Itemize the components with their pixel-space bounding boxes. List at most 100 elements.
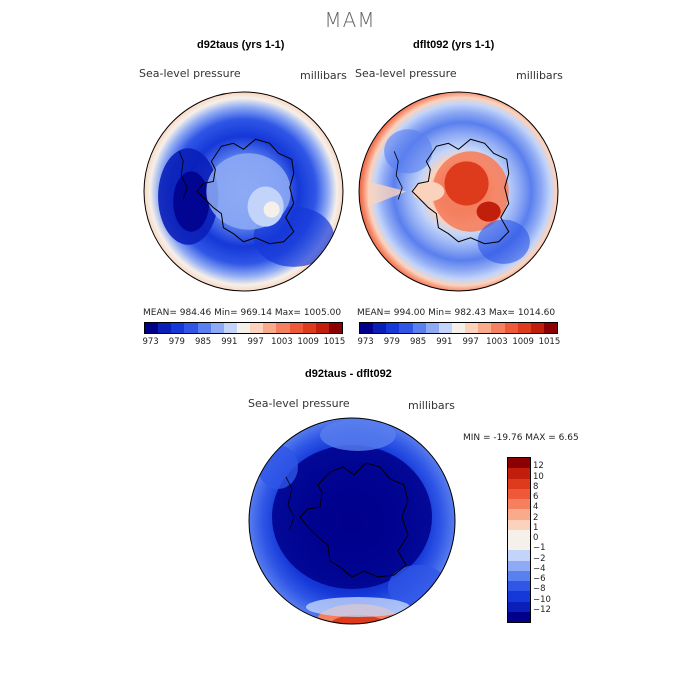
diff-colorbar xyxy=(507,457,531,623)
left-units-label: millibars xyxy=(300,69,347,82)
colorbar-tick-label: 979 xyxy=(383,337,400,347)
colorbar-tick-label: 985 xyxy=(194,337,212,347)
colorbar-tick-label: 1003 xyxy=(271,337,293,347)
right-polar-map xyxy=(358,91,559,292)
season-title: MAM xyxy=(324,8,376,32)
colorbar-swatch xyxy=(508,499,530,510)
colorbar-swatch xyxy=(491,323,505,333)
diff-field-label: Sea-level pressure xyxy=(248,397,350,410)
left-colorbar xyxy=(144,322,343,334)
colorbar-tick-label: 1009 xyxy=(512,337,534,347)
right-south-america-coastline xyxy=(393,151,403,200)
colorbar-swatch xyxy=(328,323,343,333)
colorbar-swatch xyxy=(223,323,237,333)
colorbar-tick-label: 1015 xyxy=(538,337,561,347)
colorbar-swatch xyxy=(504,323,518,333)
diff-central-negative xyxy=(272,445,432,589)
colorbar-swatch xyxy=(315,323,329,333)
colorbar-swatch xyxy=(236,323,251,333)
colorbar-swatch xyxy=(508,488,530,499)
colorbar-tick-label: 985 xyxy=(409,337,427,347)
left-low-pressure-core xyxy=(173,171,210,232)
colorbar-tick-label: 973 xyxy=(142,337,159,347)
colorbar-swatch xyxy=(399,323,413,333)
colorbar-swatch xyxy=(451,323,466,333)
colorbar-tick-label: −2 xyxy=(533,553,546,564)
colorbar-swatch xyxy=(360,323,374,333)
right-low-pressure-east xyxy=(477,219,530,264)
colorbar-swatch xyxy=(438,323,452,333)
colorbar-tick-label: −1 xyxy=(533,543,546,554)
colorbar-tick-label: 997 xyxy=(247,337,264,347)
colorbar-swatch xyxy=(210,323,224,333)
right-map-title: dflt092 (yrs 1-1) xyxy=(413,39,495,51)
right-map-border xyxy=(358,91,559,292)
diff-colorbar-ticks: 12 10 8 6 4 2 1 0 −1 −2 −4 −6 −8 −10 −12 xyxy=(533,457,573,621)
colorbar-tick-label: 2 xyxy=(533,512,539,523)
colorbar-tick-label: 997 xyxy=(462,337,479,347)
left-antarctic-high-peak xyxy=(263,201,280,218)
colorbar-swatch xyxy=(508,581,530,592)
left-map-border xyxy=(143,91,344,292)
colorbar-tick-label: 0 xyxy=(533,533,539,543)
colorbar-swatch xyxy=(508,540,530,551)
colorbar-swatch xyxy=(508,509,530,520)
colorbar-swatch xyxy=(184,323,198,333)
right-colorbar xyxy=(359,322,558,334)
left-antarctica-coastline xyxy=(196,138,295,245)
diff-south-america-coastline xyxy=(285,476,295,530)
colorbar-tick-label: −10 xyxy=(533,594,551,605)
diff-north-anomaly xyxy=(320,419,396,451)
diff-map-stats: MIN = -19.76 MAX = 6.65 xyxy=(463,433,579,443)
colorbar-tick-label: 1 xyxy=(533,522,539,533)
left-polar-map xyxy=(143,91,344,292)
left-map-stats: MEAN= 984.46 Min= 969.14 Max= 1005.00 xyxy=(143,308,342,318)
right-low-pressure-north xyxy=(384,129,433,174)
colorbar-swatch xyxy=(508,550,530,561)
colorbar-swatch xyxy=(530,323,544,333)
colorbar-swatch xyxy=(508,591,530,602)
colorbar-tick-label: 12 xyxy=(533,461,544,472)
right-field-label: Sea-level pressure xyxy=(355,67,457,80)
colorbar-swatch xyxy=(289,323,303,333)
right-antarctic-high-east xyxy=(476,201,501,222)
right-map-stats: MEAN= 994.00 Min= 982.43 Max= 1014.60 xyxy=(357,308,556,318)
colorbar-swatch xyxy=(508,560,530,571)
colorbar-tick-label: −8 xyxy=(533,584,546,595)
colorbar-tick-label: 4 xyxy=(533,502,539,513)
colorbar-tick-label: 8 xyxy=(533,481,539,492)
colorbar-tick-label: −6 xyxy=(533,574,546,584)
colorbar-swatch xyxy=(145,323,159,333)
diff-map-border xyxy=(248,417,456,625)
colorbar-swatch xyxy=(373,323,387,333)
colorbar-tick-label: 1003 xyxy=(486,337,508,347)
colorbar-swatch xyxy=(508,519,530,530)
colorbar-swatch xyxy=(425,323,439,333)
colorbar-swatch xyxy=(412,323,426,333)
diff-polar-map xyxy=(248,417,456,625)
colorbar-tick-label: 1009 xyxy=(297,337,319,347)
diff-units-label: millibars xyxy=(408,399,455,412)
colorbar-tick-label: 991 xyxy=(436,337,453,347)
colorbar-tick-label: 1015 xyxy=(323,337,346,347)
colorbar-tick-label: 973 xyxy=(357,337,374,347)
colorbar-swatch xyxy=(508,478,530,489)
colorbar-swatch xyxy=(508,458,530,469)
right-antarctic-high-core xyxy=(444,161,489,206)
colorbar-swatch xyxy=(465,323,479,333)
right-west-ridge xyxy=(368,181,407,207)
left-south-america-coastline xyxy=(178,151,188,200)
colorbar-swatch xyxy=(171,323,185,333)
colorbar-tick-label: −4 xyxy=(533,563,546,574)
right-antarctica-coastline xyxy=(411,138,510,245)
colorbar-tick-label: 10 xyxy=(533,471,544,482)
diff-antarctica-coastline xyxy=(299,462,409,578)
right-ross-ridge xyxy=(412,181,445,202)
colorbar-swatch xyxy=(276,323,290,333)
left-field-label: Sea-level pressure xyxy=(139,67,241,80)
colorbar-swatch xyxy=(263,323,277,333)
colorbar-swatch xyxy=(386,323,400,333)
colorbar-swatch xyxy=(508,529,530,540)
colorbar-swatch xyxy=(302,323,316,333)
colorbar-tick-label: −12 xyxy=(533,604,551,615)
